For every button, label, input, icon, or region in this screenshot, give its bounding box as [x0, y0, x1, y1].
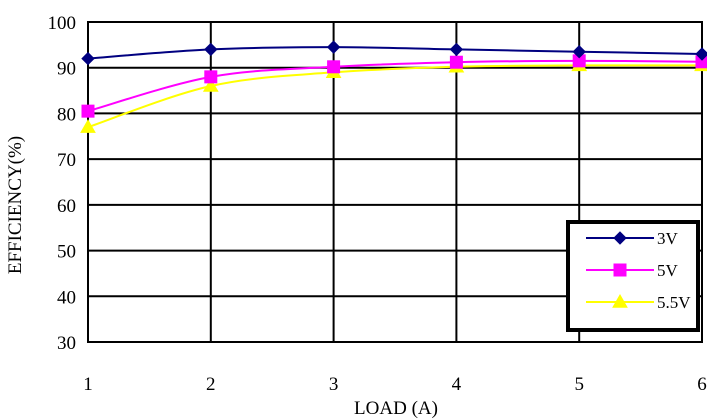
x-axis-title: LOAD (A) [354, 398, 438, 419]
y-tick-label: 40 [57, 287, 76, 308]
y-tick-label: 90 [57, 59, 76, 80]
y-axis-title: EFFICIENCY(%) [5, 136, 26, 274]
data-point [449, 42, 464, 57]
data-point [327, 60, 341, 74]
series-line [87, 46, 703, 60]
x-tick-label: 6 [697, 374, 707, 395]
data-point [449, 55, 463, 69]
data-point [204, 42, 218, 57]
data-point [695, 47, 707, 61]
data-point [204, 70, 218, 84]
legend-marker [613, 231, 627, 245]
legend: 3V 5V 5.5V [566, 220, 700, 332]
series-3V [81, 40, 707, 66]
data-point [572, 45, 586, 59]
y-tick-label: 30 [57, 333, 76, 354]
y-tick-label: 50 [57, 242, 76, 263]
x-tick-label: 5 [574, 374, 584, 395]
x-tick-label: 1 [83, 374, 93, 395]
tick-labels: 30 40 50 60 70 80 90 100 1 2 3 4 5 6 [48, 13, 707, 395]
series-layer [80, 40, 707, 133]
x-tick-label: 2 [206, 374, 216, 395]
y-tick-label: 70 [57, 150, 76, 171]
series-line [87, 64, 703, 129]
legend-marker [613, 263, 627, 277]
y-tick-label: 80 [57, 104, 76, 125]
x-tick-label: 3 [329, 374, 339, 395]
legend-label: 5V [657, 261, 679, 280]
y-tick-label: 100 [48, 13, 77, 34]
legend-item-3V: 3V [586, 229, 679, 248]
legend-label: 5.5V [657, 293, 691, 312]
plot-frame [87, 21, 703, 343]
data-point [326, 40, 341, 54]
data-point [202, 77, 219, 92]
data-point [80, 119, 96, 133]
legend-box [566, 220, 700, 332]
legend-label: 3V [657, 229, 679, 248]
legend-item-5V: 5V [586, 261, 679, 280]
legend-item-5.5V: 5.5V [586, 293, 691, 312]
x-tick-label: 4 [452, 374, 462, 395]
series-line [87, 59, 703, 113]
data-point [81, 104, 95, 118]
data-point [81, 51, 95, 66]
series-5V [81, 54, 707, 118]
series-5.5V [80, 57, 707, 133]
y-tick-label: 60 [57, 196, 76, 217]
legend-marker [612, 293, 628, 308]
